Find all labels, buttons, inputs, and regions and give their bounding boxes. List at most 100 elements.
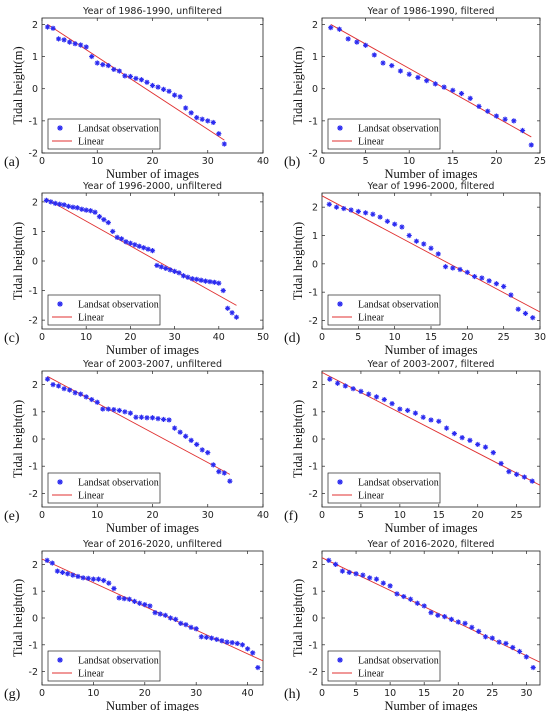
- observation-point: [348, 207, 354, 213]
- observation-point: [523, 654, 529, 660]
- panel-title: Year of 2003-2007, filtered: [367, 359, 495, 370]
- legend-marker-icon: [337, 125, 343, 131]
- observation-point: [435, 251, 441, 257]
- y-tick-label: 0: [312, 84, 318, 95]
- observation-point: [127, 73, 133, 80]
- observation-point: [111, 407, 117, 413]
- observation-point: [198, 634, 204, 640]
- observation-point: [79, 206, 85, 212]
- observation-point: [155, 416, 161, 422]
- x-tick-label: 0: [319, 688, 325, 699]
- legend: Landsat observation Linear: [327, 294, 441, 326]
- x-tick-label: 30: [190, 688, 202, 699]
- observation-point: [327, 376, 333, 382]
- observation-point: [224, 639, 230, 645]
- observation-point: [380, 60, 386, 66]
- x-tick-label: 20: [472, 510, 484, 521]
- observation-point: [360, 572, 366, 578]
- x-tick-label: 20: [452, 688, 464, 699]
- observation-point: [432, 81, 438, 87]
- legend-marker-icon: [57, 657, 63, 663]
- observation-point: [157, 611, 163, 617]
- observation-point: [177, 94, 183, 100]
- observation-point: [199, 116, 205, 122]
- x-tick-label: 0: [319, 156, 325, 167]
- observation-point: [96, 214, 103, 220]
- observation-point: [83, 394, 89, 400]
- observation-point: [514, 471, 520, 477]
- observation-point: [80, 575, 86, 581]
- y-tick-label: 0: [312, 614, 318, 625]
- legend-label-observation: Landsat observation: [78, 300, 159, 311]
- observation-point: [183, 622, 189, 628]
- y-tick-label: 0: [32, 435, 38, 446]
- y-tick-label: 0: [32, 84, 38, 95]
- x-tick-label: 25: [511, 510, 523, 521]
- observation-point: [210, 462, 216, 468]
- observation-point: [421, 241, 427, 247]
- legend-marker-icon: [57, 125, 63, 131]
- observation-point: [371, 52, 377, 58]
- observation-point: [122, 73, 128, 79]
- y-tick-label: -2: [29, 489, 38, 500]
- x-tick-label: 20: [146, 510, 158, 521]
- y-tick-label: -1: [29, 116, 38, 127]
- observation-point: [515, 306, 521, 312]
- observation-point: [469, 624, 475, 630]
- observation-point: [508, 292, 514, 298]
- y-tick-label: 1: [312, 231, 318, 242]
- y-tick-label: -1: [309, 288, 318, 299]
- observation-point: [101, 217, 107, 223]
- observation-point: [459, 435, 465, 441]
- observation-point: [89, 53, 95, 60]
- observation-point: [188, 437, 194, 443]
- observation-point: [462, 620, 468, 626]
- observation-point: [476, 103, 482, 109]
- observation-point: [435, 612, 441, 618]
- observation-point: [105, 219, 111, 226]
- observation-point: [194, 276, 200, 282]
- observation-point: [448, 616, 455, 622]
- observation-point: [127, 240, 133, 246]
- x-tick-label: 10: [91, 156, 103, 167]
- x-tick-label: 10: [80, 332, 92, 343]
- y-tick-label: -2: [29, 149, 38, 160]
- observation-point: [424, 78, 430, 84]
- observation-point: [101, 577, 107, 584]
- observation-point: [116, 595, 122, 601]
- observation-point: [413, 238, 420, 244]
- y-tick-label: 1: [312, 52, 318, 63]
- observation-point: [100, 406, 106, 412]
- y-tick-label: -1: [29, 462, 38, 473]
- x-tick-label: 30: [169, 332, 181, 343]
- y-tick-label: 0: [32, 614, 38, 625]
- x-tick-label: 0: [319, 332, 325, 343]
- observation-point: [44, 24, 51, 30]
- observation-point: [61, 37, 67, 43]
- x-axis-label: Number of images: [384, 699, 477, 711]
- observation-point: [61, 386, 67, 392]
- observation-point: [441, 84, 447, 90]
- x-tick-label: 30: [534, 332, 546, 343]
- y-axis-label: Tidal height(m): [291, 46, 305, 124]
- observation-point: [436, 418, 442, 424]
- x-tick-label: 40: [213, 332, 225, 343]
- observation-point: [114, 234, 120, 240]
- x-tick-label: 0: [39, 156, 45, 167]
- observation-point: [345, 36, 351, 42]
- observation-point: [199, 447, 205, 453]
- x-tick-label: 20: [146, 156, 158, 167]
- x-tick-label: 30: [520, 688, 532, 699]
- observation-point: [373, 576, 380, 582]
- observation-point: [172, 268, 178, 274]
- y-tick-label: -1: [309, 462, 318, 473]
- x-axis-label: Number of images: [384, 343, 477, 357]
- observation-point: [405, 407, 411, 414]
- observation-point: [355, 208, 361, 215]
- observation-point: [193, 626, 199, 632]
- panel-title: Year of 2016-2020, unfiltered: [82, 539, 222, 550]
- legend-label-observation: Landsat observation: [358, 478, 439, 489]
- observation-point: [209, 635, 215, 641]
